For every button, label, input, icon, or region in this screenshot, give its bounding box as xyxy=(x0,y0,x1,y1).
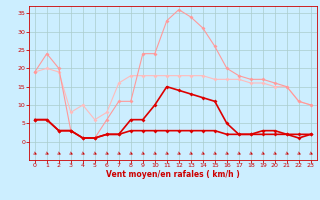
X-axis label: Vent moyen/en rafales ( km/h ): Vent moyen/en rafales ( km/h ) xyxy=(106,170,240,179)
